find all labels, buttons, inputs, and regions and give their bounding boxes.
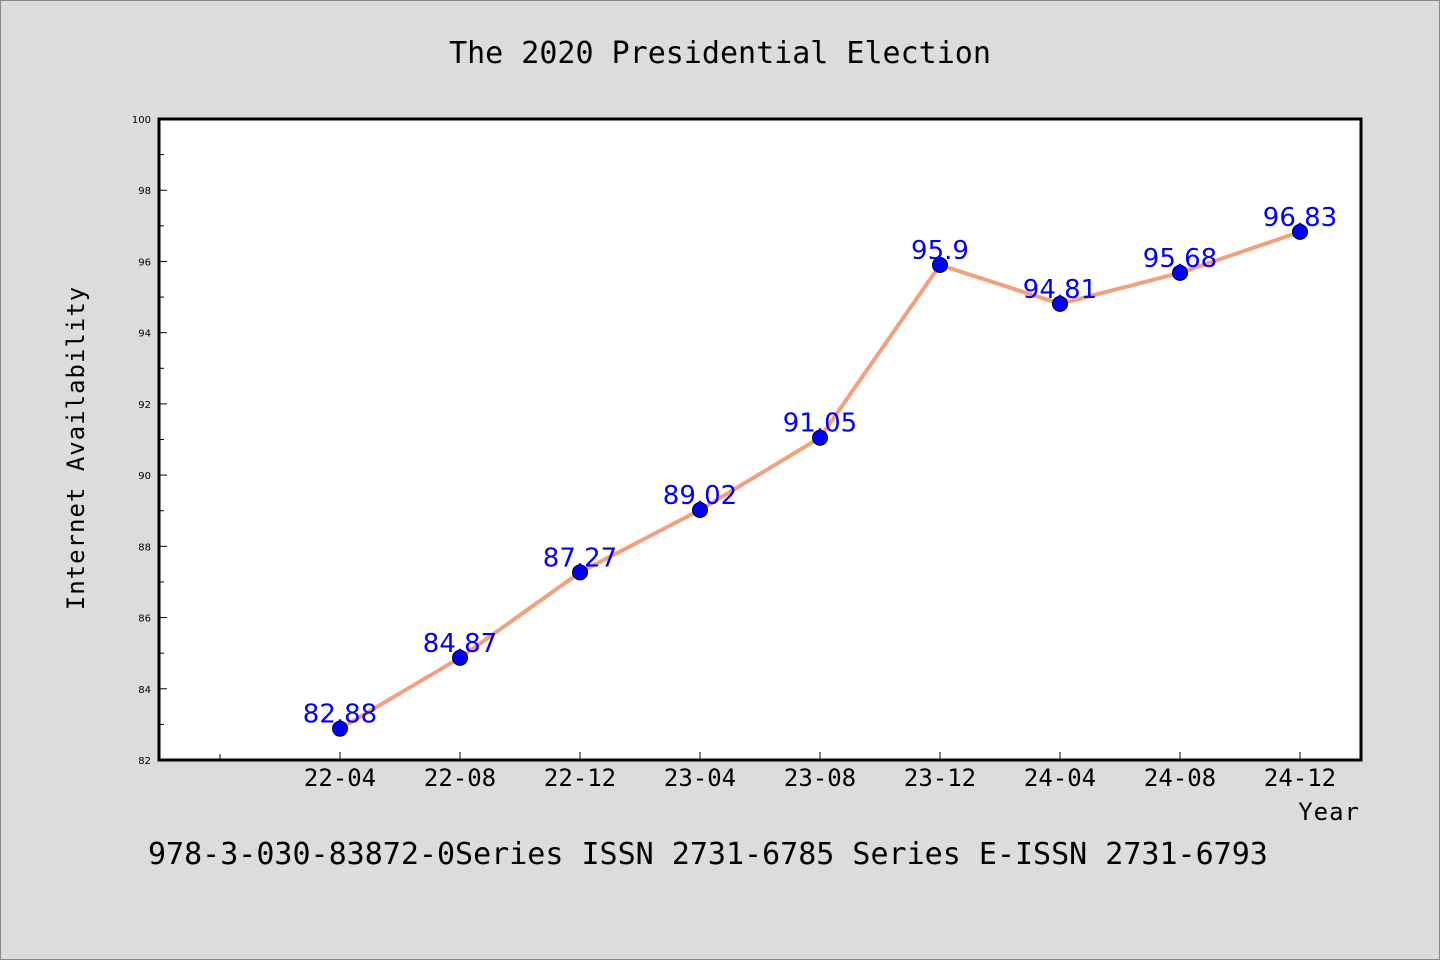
x-tick-label: 22-12	[544, 764, 616, 792]
data-point	[1292, 223, 1308, 240]
y-tick-label: 88	[138, 542, 151, 553]
x-axis-label: Year	[1298, 798, 1360, 826]
data-point	[452, 649, 468, 666]
data-labels: 82.88 84.87 87.27 89.02 91.05 95.9 94.81 95.68 9…	[303, 203, 1337, 730]
x-tick-label: 23-12	[904, 764, 976, 792]
data-point	[812, 429, 828, 446]
y-tick-label: 86	[138, 614, 151, 625]
data-label: 95.68	[1143, 244, 1217, 274]
data-label: 91.05	[783, 409, 857, 439]
x-tick-label: 23-08	[784, 764, 856, 792]
series-markers	[332, 223, 1308, 737]
data-point	[1052, 295, 1068, 312]
x-tick-label: 24-08	[1144, 764, 1216, 792]
data-point	[1172, 264, 1188, 281]
y-tick-label: 84	[138, 685, 151, 696]
y-tick-label: 90	[138, 471, 151, 482]
data-point	[572, 564, 588, 581]
data-label: 82.88	[303, 700, 377, 730]
y-tick-label: 92	[138, 400, 151, 411]
y-axis: 82 84 86 88 90 92 94 96 98 100	[132, 115, 167, 767]
data-label: 95.9	[911, 236, 969, 266]
y-tick-label: 94	[138, 329, 151, 340]
x-tick-label: 24-04	[1024, 764, 1096, 792]
x-axis: 22-04 22-08 22-12 23-04 23-08 23-12 24-04 24-08…	[219, 752, 1336, 792]
data-label: 89.02	[663, 481, 737, 511]
y-tick-label: 98	[138, 186, 151, 197]
footer-isbn-text: 978-3-030-83872-0Series ISSN 2731-6785 S…	[148, 837, 1268, 872]
x-tick-label: 22-04	[304, 764, 376, 792]
x-tick-label: 23-04	[664, 764, 736, 792]
data-label: 87.27	[543, 543, 617, 573]
data-point	[932, 257, 948, 274]
chart-title: The 2020 Presidential Election	[449, 36, 991, 71]
data-point	[692, 502, 708, 519]
y-axis-label: Internet Availability	[62, 286, 90, 610]
x-tick-label: 22-08	[424, 764, 496, 792]
y-tick-label: 100	[132, 115, 151, 126]
y-tick-label: 96	[138, 257, 151, 268]
x-tick-label: 24-12	[1264, 764, 1336, 792]
data-label: 84.87	[423, 629, 497, 659]
plot-area	[157, 117, 1363, 762]
data-label: 96.83	[1263, 203, 1337, 233]
data-label: 94.81	[1023, 275, 1097, 305]
y-tick-label: 82	[138, 756, 151, 767]
data-point	[332, 720, 348, 737]
